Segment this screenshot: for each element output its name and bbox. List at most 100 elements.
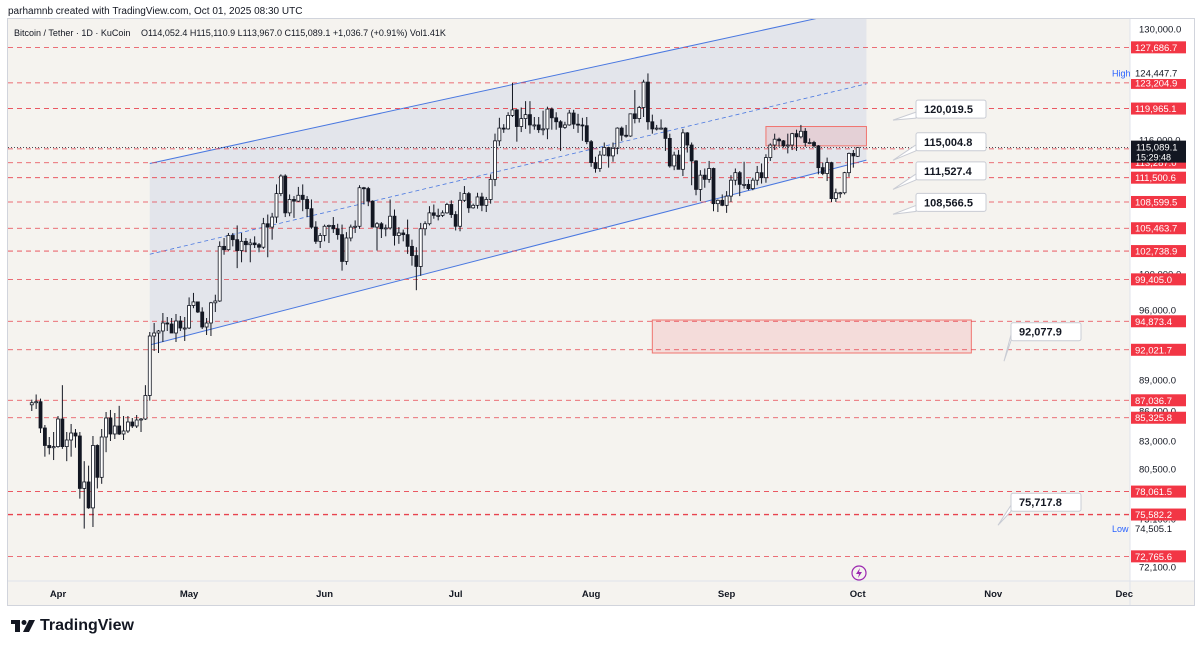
candle-down[interactable] — [410, 245, 414, 256]
candle-up[interactable] — [484, 199, 489, 206]
candle-down[interactable] — [292, 199, 296, 202]
candle-down[interactable] — [370, 200, 375, 228]
candle-up[interactable] — [772, 138, 777, 146]
candle-up[interactable] — [29, 402, 34, 406]
candle-down[interactable] — [528, 114, 532, 126]
candle-down[interactable] — [313, 226, 318, 242]
candle-up[interactable] — [563, 124, 567, 128]
candle-up[interactable] — [213, 300, 218, 304]
candle-up[interactable] — [698, 174, 703, 190]
candle-up[interactable] — [733, 172, 738, 181]
candle-up[interactable] — [799, 130, 803, 138]
candle-up[interactable] — [567, 112, 572, 126]
candle-up[interactable] — [838, 192, 843, 195]
candle-up[interactable] — [191, 301, 196, 306]
candle-up[interactable] — [99, 436, 104, 478]
candle-up[interactable] — [217, 245, 222, 302]
candle-up[interactable] — [51, 446, 56, 449]
candle-up[interactable] — [602, 147, 607, 156]
candle-up[interactable] — [296, 194, 301, 202]
candle-up[interactable] — [239, 240, 244, 251]
candle-up[interactable] — [659, 127, 663, 130]
candle-down[interactable] — [392, 215, 397, 236]
candle-up[interactable] — [152, 332, 157, 337]
candle-down[interactable] — [414, 255, 419, 267]
candle-down[interactable] — [781, 140, 786, 147]
candle-down[interactable] — [235, 239, 240, 251]
candle-up[interactable] — [139, 418, 143, 421]
candle-up[interactable] — [847, 152, 851, 174]
candle-up[interactable] — [112, 425, 117, 435]
candle-up[interactable] — [545, 108, 550, 130]
candle-down[interactable] — [536, 124, 541, 131]
candle-down[interactable] — [663, 127, 668, 139]
candle-up[interactable] — [637, 107, 642, 119]
level-price-label[interactable]: 119,965.1 — [1131, 102, 1186, 116]
candle-down[interactable] — [803, 130, 808, 143]
candle-up[interactable] — [458, 199, 462, 227]
candle-down[interactable] — [646, 81, 650, 123]
candle-down[interactable] — [558, 121, 563, 128]
supply-demand-zone[interactable] — [651, 319, 972, 354]
level-price-label[interactable]: 85,325.8 — [1131, 411, 1186, 425]
candle-down[interactable] — [580, 124, 585, 127]
candle-down[interactable] — [650, 121, 655, 130]
candle-up[interactable] — [440, 212, 445, 216]
candle-up[interactable] — [597, 154, 602, 169]
candle-up[interactable] — [287, 199, 292, 214]
candle-down[interactable] — [361, 187, 366, 190]
candle-up[interactable] — [69, 432, 74, 441]
candle-down[interactable] — [335, 228, 340, 236]
candle-down[interactable] — [117, 425, 122, 435]
candle-up[interactable] — [497, 127, 502, 142]
candle-up[interactable] — [750, 179, 755, 189]
price-callout[interactable]: 120,019.5 — [892, 99, 987, 121]
candle-down[interactable] — [195, 301, 200, 313]
level-price-label[interactable]: 108,599.5 — [1131, 195, 1186, 209]
candle-down[interactable] — [108, 417, 113, 435]
candle-up[interactable] — [541, 128, 545, 131]
candle-down[interactable] — [449, 204, 454, 215]
candle-down[interactable] — [514, 109, 519, 127]
candle-down[interactable] — [300, 194, 305, 200]
tradingview-logo[interactable]: TradingView — [10, 617, 134, 635]
candle-down[interactable] — [851, 152, 856, 157]
candle-up[interactable] — [427, 212, 432, 225]
candle-up[interactable] — [615, 127, 620, 149]
candle-down[interactable] — [479, 196, 484, 206]
candle-down[interactable] — [711, 168, 716, 205]
candle-up[interactable] — [344, 237, 349, 262]
candle-down[interactable] — [820, 167, 825, 174]
candle-up[interactable] — [226, 235, 231, 251]
candle-down[interactable] — [576, 123, 580, 126]
candle-down[interactable] — [60, 418, 65, 448]
candle-up[interactable] — [488, 178, 493, 200]
level-price-label[interactable]: 127,686.7 — [1131, 41, 1186, 54]
candle-up[interactable] — [34, 401, 39, 404]
candle-down[interactable] — [632, 113, 637, 119]
candle-up[interactable] — [523, 114, 528, 119]
candle-up[interactable] — [833, 192, 838, 200]
candle-down[interactable] — [571, 112, 576, 125]
candle-up[interactable] — [825, 162, 830, 174]
candle-up[interactable] — [322, 225, 327, 236]
candle-down[interactable] — [42, 427, 47, 446]
candle-up[interactable] — [510, 109, 515, 116]
candle-up[interactable] — [121, 430, 126, 435]
candle-down[interactable] — [331, 225, 336, 230]
candle-up[interactable] — [785, 144, 790, 147]
candle-up[interactable] — [327, 225, 331, 227]
candle-up[interactable] — [156, 330, 161, 334]
candle-down[interactable] — [702, 174, 707, 180]
level-price-label[interactable]: 111,500.6 — [1131, 171, 1186, 185]
candle-up[interactable] — [519, 118, 524, 127]
candle-up[interactable] — [383, 227, 388, 230]
candle-down[interactable] — [694, 160, 698, 190]
candle-up[interactable] — [628, 113, 633, 137]
candle-down[interactable] — [165, 322, 170, 325]
candle-up[interactable] — [248, 242, 253, 246]
candle-up[interactable] — [182, 327, 187, 330]
candle-down[interactable] — [77, 435, 82, 489]
candle-up[interactable] — [274, 193, 279, 218]
candle-up[interactable] — [209, 302, 213, 324]
